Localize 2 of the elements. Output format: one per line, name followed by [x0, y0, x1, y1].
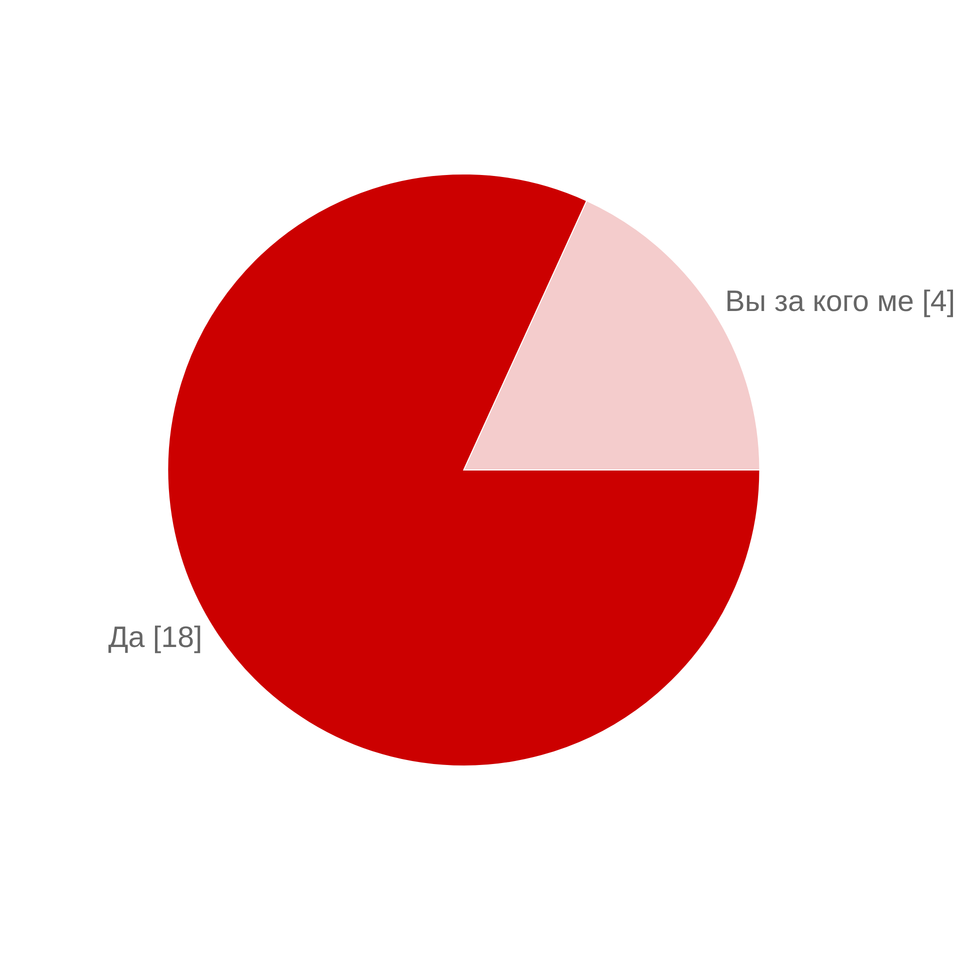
slice-label: Да [18] [108, 620, 202, 654]
slice-label: Вы за кого ме [4] [725, 284, 956, 318]
